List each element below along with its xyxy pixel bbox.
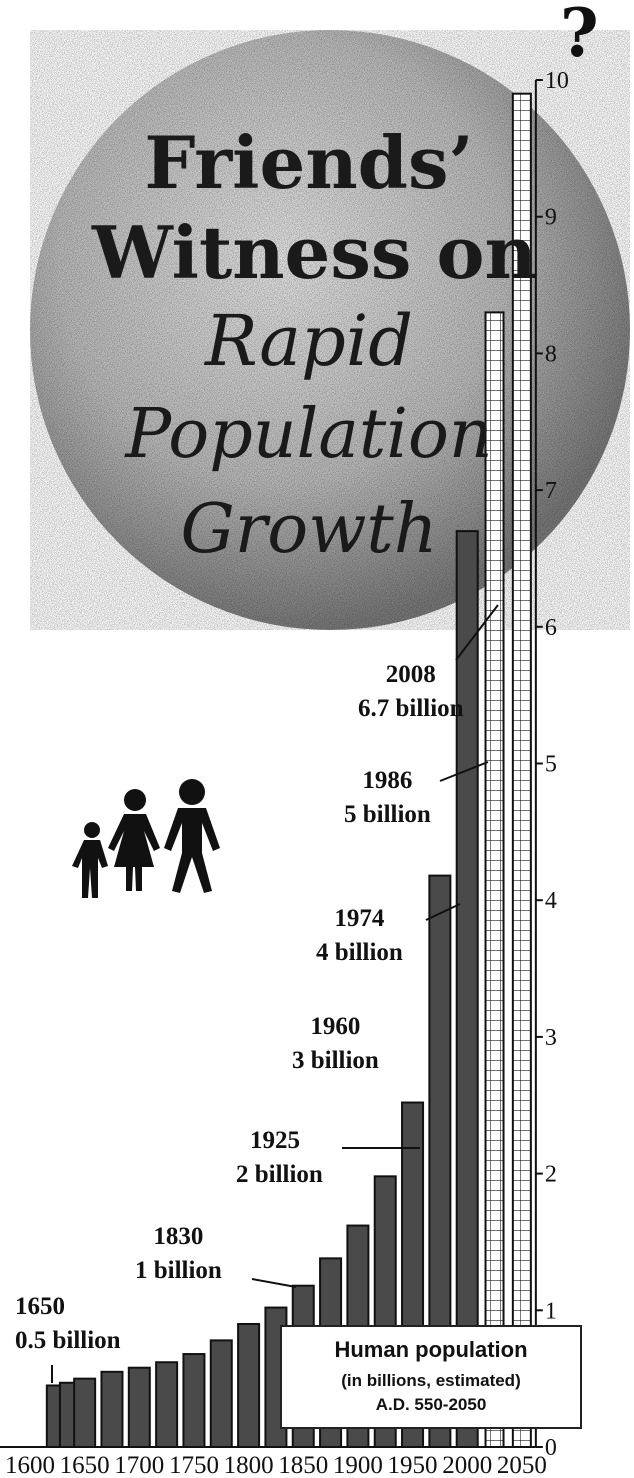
- y-tick-label: 3: [545, 1025, 557, 1051]
- annotation-year: 1650: [15, 1293, 65, 1320]
- y-tick-label: 1: [545, 1298, 557, 1324]
- y-tick-label: 0: [545, 1435, 557, 1461]
- y-tick-label: 9: [545, 205, 557, 231]
- future-question-mark: ?: [560, 0, 599, 72]
- annotation-year: 1974: [334, 905, 385, 932]
- x-tick-label: 1850: [278, 1452, 328, 1478]
- x-tick-label: 1950: [388, 1452, 438, 1478]
- title-line-3: Rapid: [204, 300, 414, 382]
- annotation-year: 1986: [362, 767, 413, 794]
- family-silhouette-icon: [72, 779, 220, 898]
- title-globe: [30, 30, 630, 630]
- projection-bar-2050: [511, 92, 532, 1448]
- bar-1675: [100, 1370, 124, 1448]
- bar-1725: [155, 1361, 179, 1448]
- annotation-year: 2008: [385, 661, 436, 688]
- annotation-2008: 2008 6.7 billion: [358, 658, 464, 726]
- y-axis: 0 1 2 3 4 5 6 7 8 9 10: [534, 68, 569, 1461]
- title-line-4: Population: [125, 395, 493, 474]
- annotation-1830: 1830 1 billion: [135, 1220, 222, 1288]
- bar-1800: [237, 1322, 261, 1448]
- bar-1775: [209, 1339, 233, 1449]
- x-axis: 1600 1650 1700 1750 1800 1850 1900 1950 2000 2050: [0, 1446, 547, 1478]
- annotation-year: 1960: [310, 1013, 361, 1040]
- y-tick-label: 8: [545, 341, 557, 367]
- annotation-1960: 1960 3 billion: [292, 1010, 379, 1078]
- title-line-1: Friends’: [144, 120, 474, 205]
- annotation-leader: [425, 903, 461, 921]
- annotation-leader: [455, 604, 499, 661]
- annotation-leaders: [51, 604, 499, 1383]
- legend-line-2: (in billions, estimated): [341, 1371, 521, 1390]
- annotation-1650: 1650 0.5 billion: [15, 1290, 121, 1358]
- annotation-value: 4 billion: [316, 938, 403, 966]
- title-line-2: Witness on: [92, 210, 537, 295]
- x-tick-label: 1800: [224, 1452, 274, 1478]
- annotation-value: 6.7 billion: [358, 694, 464, 722]
- annotation-value: 1 billion: [135, 1256, 222, 1284]
- annotation-1974: 1974 4 billion: [316, 902, 403, 970]
- x-tick-label: 2050: [497, 1452, 547, 1478]
- annotation-1986: 1986 5 billion: [344, 764, 431, 832]
- annotation-leader: [251, 1278, 297, 1288]
- bar-1700: [127, 1366, 151, 1448]
- x-tick-label: 1650: [60, 1452, 110, 1478]
- annotation-value: 5 billion: [344, 800, 431, 828]
- annotation-value: 3 billion: [292, 1046, 379, 1074]
- x-tick-label: 1600: [5, 1452, 55, 1478]
- chart-legend: Human population (in billions, estimated…: [280, 1325, 582, 1429]
- x-tick-label: 2000: [442, 1452, 492, 1478]
- x-tick-label: 1750: [169, 1452, 219, 1478]
- projection-bar-2025: [484, 311, 505, 1448]
- y-tick-label: 5: [545, 752, 557, 778]
- x-tick-label: 1700: [114, 1452, 164, 1478]
- legend-line-1: Human population: [334, 1337, 528, 1362]
- x-tick-label: 1900: [333, 1452, 383, 1478]
- annotation-year: 1830: [153, 1223, 204, 1250]
- bar-1750: [182, 1353, 206, 1448]
- legend-line-3: A.D. 550-2050: [375, 1395, 487, 1414]
- y-tick-label: 6: [545, 615, 557, 641]
- annotation-leader: [439, 761, 489, 782]
- annotation-value: 2 billion: [236, 1160, 323, 1188]
- y-tick-label: 4: [545, 888, 557, 914]
- y-tick-label: 10: [545, 68, 569, 94]
- title-line-5: Growth: [180, 490, 438, 569]
- annotation-1925: 1925 2 billion: [236, 1124, 323, 1192]
- annotation-year: 1925: [250, 1127, 300, 1154]
- annotation-value: 0.5 billion: [15, 1326, 121, 1354]
- y-tick-label: 7: [545, 478, 557, 504]
- y-tick-label: 2: [545, 1162, 557, 1188]
- bar-1650: [73, 1377, 97, 1449]
